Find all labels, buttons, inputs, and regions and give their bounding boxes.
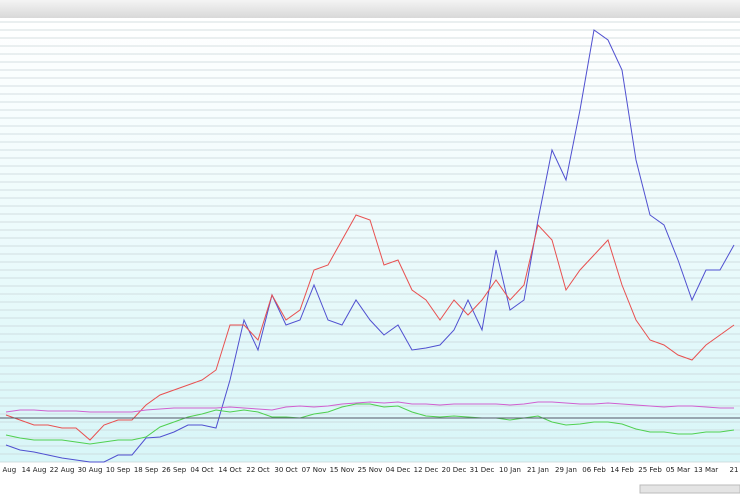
x-tick-label: 15 Nov [330,466,355,474]
x-tick-label: 22 Oct [246,466,269,474]
scrollbar[interactable] [639,484,740,494]
x-tick-label: 13 Mar [694,466,718,474]
series-line [5,29,735,463]
x-tick-label: 14 Aug [22,466,47,474]
x-tick-label: 04 Oct [190,466,213,474]
x-tick-label: 30 Oct [274,466,297,474]
x-tick-label: 30 Aug [78,466,103,474]
x-tick-label: 6 Aug [0,466,16,474]
x-tick-label: 25 Feb [638,466,662,474]
x-tick-label: 22 Aug [50,466,75,474]
x-tick-label: 21 Jan [527,466,549,474]
x-tick-label: 18 Sep [134,466,159,474]
series-line [5,214,735,441]
x-tick-label: 29 Jan [555,466,577,474]
x-tick-label: 20 Dec [442,466,467,474]
x-tick-label: 06 Feb [582,466,606,474]
x-tick-label: 14 Oct [218,466,241,474]
x-tick-label: 21 [730,466,739,474]
x-tick-label: 10 Jan [499,466,521,474]
toolbar [0,0,740,18]
x-tick-label: 05 Mar [666,466,690,474]
plot-area [0,22,740,462]
x-tick-label: 04 Dec [386,466,411,474]
x-tick-label: 10 Sep [106,466,131,474]
x-tick-label: 31 Dec [470,466,495,474]
series-line [5,403,735,445]
x-tick-label: 26 Sep [162,466,187,474]
x-tick-label: 14 Feb [610,466,634,474]
x-tick-label: 25 Nov [358,466,383,474]
series-line [5,401,734,413]
x-tick-label: 12 Dec [414,466,439,474]
x-tick-label: 07 Nov [302,466,327,474]
